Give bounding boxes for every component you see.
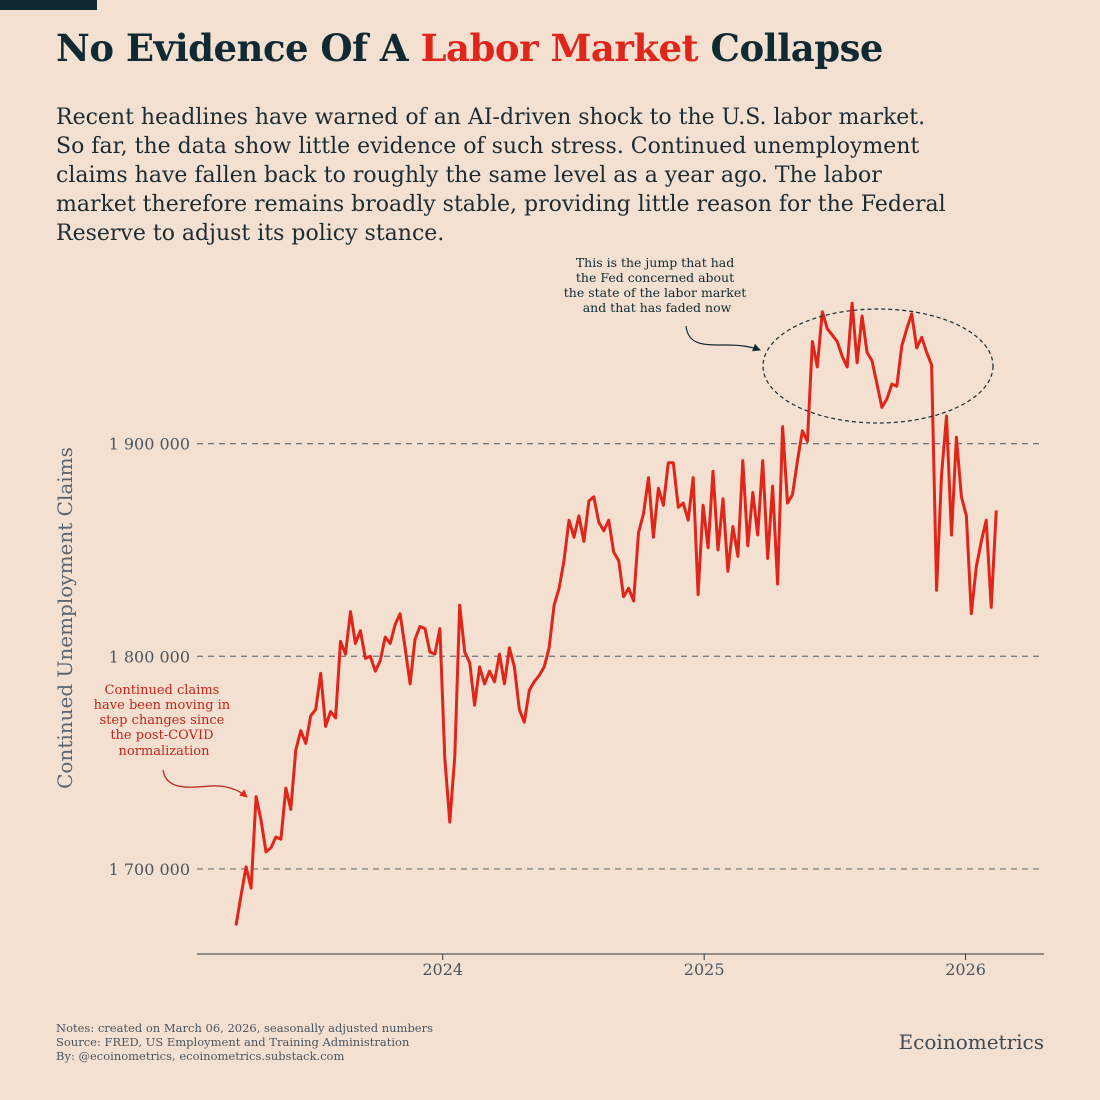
tick-layer: 1 900 000 1 800 000 1 700 000 2024 2025 2026: [109, 435, 986, 979]
note-line: Notes: created on March 06, 2026, season…: [56, 1021, 434, 1035]
y-tick-label: 1 800 000: [109, 647, 190, 666]
left-annotation-line: have been moving in: [94, 698, 231, 713]
title-part-1: No Evidence Of A: [56, 26, 421, 70]
left-annotation-line: the post-COVID: [110, 728, 213, 743]
footer-notes: Notes: created on March 06, 2026, season…: [56, 1021, 433, 1063]
y-tick-label: 1 900 000: [109, 435, 190, 454]
left-annotation-line: Continued claims: [105, 683, 220, 698]
left-annotation-arrow: [162, 769, 248, 798]
title-highlight: Labor Market: [420, 26, 699, 70]
x-tick-label: 2024: [422, 960, 463, 979]
title-part-2: Collapse: [698, 26, 884, 70]
top-annotation: This is the jump that had the Fed concer…: [564, 255, 751, 315]
left-annotation: Continued claims have been moving in ste…: [94, 683, 235, 759]
note-line: Source: FRED, US Employment and Training…: [56, 1035, 410, 1049]
top-annotation-line: and that has faded now: [583, 300, 732, 315]
corner-accent-bar: [0, 0, 97, 10]
top-annotation-line: This is the jump that had: [576, 255, 734, 270]
top-annotation-arrow: [685, 325, 761, 352]
series-line: [234, 301, 998, 926]
highlight-ellipse: [762, 308, 994, 424]
x-tick-label: 2026: [945, 960, 986, 979]
top-annotation-line: the state of the labor market: [564, 285, 747, 300]
chart-subtitle: Recent headlines have warned of an AI-dr…: [56, 105, 946, 246]
left-annotation-line: normalization: [119, 744, 211, 759]
y-axis-label: Continued Unemployment Claims: [53, 447, 77, 789]
note-line: By: @ecoinometrics, ecoinometrics.substa…: [56, 1049, 345, 1063]
grid-layer: [197, 443, 1044, 870]
top-annotation-line: the Fed concerned about: [576, 270, 734, 285]
left-annotation-line: step changes since: [100, 713, 225, 728]
y-tick-label: 1 700 000: [109, 860, 190, 879]
brand-logo-text: Ecoinometrics: [898, 1030, 1044, 1054]
x-tick-label: 2025: [684, 960, 725, 979]
chart-title: No Evidence Of A Labor Market Collapse: [56, 26, 883, 70]
